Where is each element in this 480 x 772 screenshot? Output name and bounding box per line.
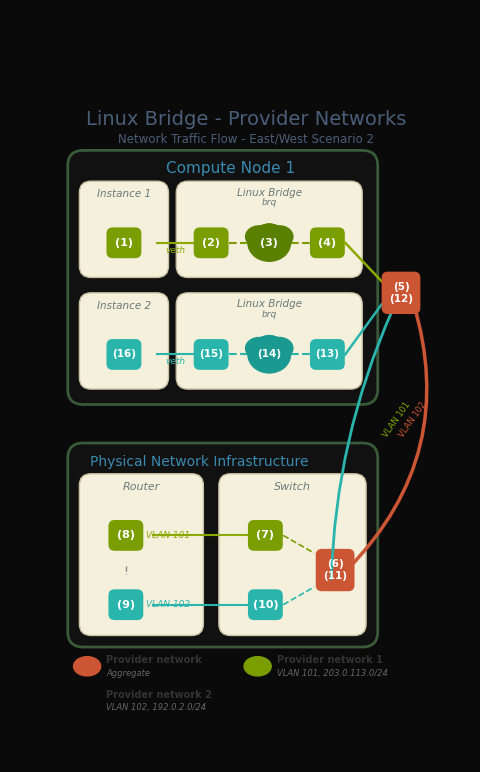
Text: veth: veth <box>165 357 185 367</box>
FancyBboxPatch shape <box>194 228 228 258</box>
Text: (6)
(11): (6) (11) <box>323 559 347 581</box>
FancyBboxPatch shape <box>107 228 142 258</box>
Ellipse shape <box>266 337 293 359</box>
Text: Linux Bridge: Linux Bridge <box>237 188 302 198</box>
Text: (3): (3) <box>260 238 278 248</box>
Ellipse shape <box>257 336 282 355</box>
Ellipse shape <box>246 337 273 359</box>
FancyBboxPatch shape <box>382 272 420 314</box>
Text: veth: veth <box>165 245 185 255</box>
Text: (14): (14) <box>257 350 281 360</box>
Text: Switch: Switch <box>274 482 311 492</box>
Text: VLAN 101: VLAN 101 <box>382 401 413 439</box>
Text: Provider network: Provider network <box>107 655 202 665</box>
Text: VLAN 101: VLAN 101 <box>146 531 191 540</box>
Text: Aggregate: Aggregate <box>107 669 151 678</box>
Text: (13): (13) <box>315 350 339 360</box>
Text: Linux Bridge: Linux Bridge <box>237 300 302 310</box>
Ellipse shape <box>266 226 293 247</box>
Ellipse shape <box>248 336 290 373</box>
Text: Compute Node 1: Compute Node 1 <box>166 161 295 175</box>
Text: (7): (7) <box>256 530 275 540</box>
FancyBboxPatch shape <box>79 474 204 635</box>
Text: Network Traffic Flow - East/West Scenario 2: Network Traffic Flow - East/West Scenari… <box>118 132 374 145</box>
Ellipse shape <box>248 225 290 261</box>
FancyBboxPatch shape <box>248 589 283 620</box>
Text: Provider network 2: Provider network 2 <box>107 689 212 699</box>
FancyBboxPatch shape <box>108 520 144 550</box>
Text: Router: Router <box>123 482 160 492</box>
Text: (15): (15) <box>199 350 223 360</box>
Ellipse shape <box>73 691 101 710</box>
Text: Instance 1: Instance 1 <box>97 189 151 199</box>
FancyBboxPatch shape <box>79 293 168 389</box>
Ellipse shape <box>73 657 101 676</box>
FancyBboxPatch shape <box>316 549 355 591</box>
Text: brq: brq <box>262 310 277 319</box>
Text: (5)
(12): (5) (12) <box>389 282 413 303</box>
Text: Physical Network Infrastructure: Physical Network Infrastructure <box>90 455 309 469</box>
Ellipse shape <box>244 657 271 676</box>
FancyBboxPatch shape <box>176 181 362 277</box>
Text: brq: brq <box>262 198 277 207</box>
Text: VLAN 102: VLAN 102 <box>146 600 191 609</box>
Text: (9): (9) <box>117 600 135 610</box>
Text: VLAN 102: VLAN 102 <box>397 401 428 439</box>
FancyBboxPatch shape <box>68 151 378 405</box>
FancyBboxPatch shape <box>248 520 283 550</box>
Text: (1): (1) <box>115 238 133 248</box>
Text: VLAN 102, 192.0.2.0/24: VLAN 102, 192.0.2.0/24 <box>107 703 206 713</box>
Text: (16): (16) <box>112 350 136 360</box>
FancyBboxPatch shape <box>219 474 366 635</box>
FancyBboxPatch shape <box>194 339 228 370</box>
Text: Instance 2: Instance 2 <box>97 301 151 311</box>
Text: (10): (10) <box>252 600 278 610</box>
Text: Linux Bridge - Provider Networks: Linux Bridge - Provider Networks <box>86 110 406 129</box>
FancyBboxPatch shape <box>310 228 345 258</box>
FancyBboxPatch shape <box>176 293 362 389</box>
Text: (4): (4) <box>318 238 336 248</box>
Ellipse shape <box>246 226 273 247</box>
FancyBboxPatch shape <box>68 443 378 647</box>
FancyBboxPatch shape <box>107 339 142 370</box>
Text: Provider network 1: Provider network 1 <box>277 655 383 665</box>
FancyBboxPatch shape <box>108 589 144 620</box>
FancyBboxPatch shape <box>310 339 345 370</box>
Text: (2): (2) <box>202 238 220 248</box>
FancyBboxPatch shape <box>79 181 168 277</box>
Text: (8): (8) <box>117 530 135 540</box>
Ellipse shape <box>257 224 282 243</box>
Text: VLAN 101, 203.0.113.0/24: VLAN 101, 203.0.113.0/24 <box>277 669 388 678</box>
